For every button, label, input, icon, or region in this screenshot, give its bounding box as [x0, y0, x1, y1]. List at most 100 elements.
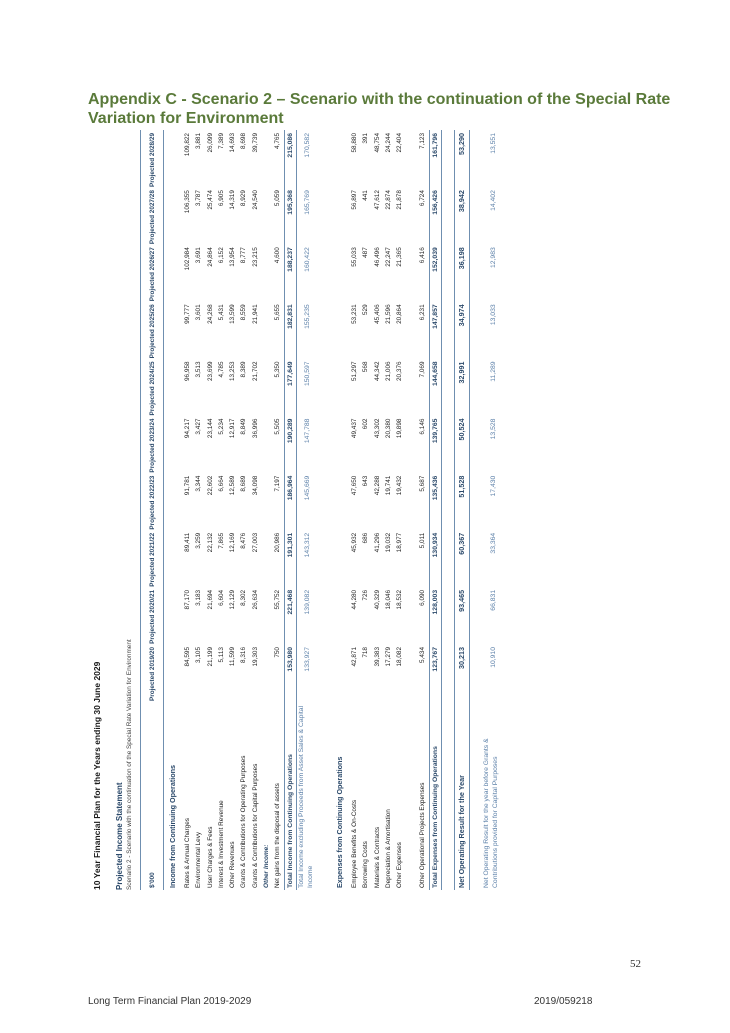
row-value: 22,874: [384, 190, 392, 210]
income-row: Grants & Contributions for Capital Purpo…: [250, 130, 261, 890]
row-value: 3,881: [195, 133, 203, 149]
row-value: 50,524: [454, 415, 470, 473]
row-value: 11,599: [229, 647, 237, 667]
row-label: Total Income excluding Proceeds from Ass…: [297, 705, 314, 888]
row-value: 188,237: [284, 244, 297, 302]
row-value: 8,698: [240, 133, 248, 149]
row-value: 3,513: [195, 361, 203, 378]
row-value: 13,954: [229, 247, 237, 267]
row-value: 20,376: [396, 361, 404, 381]
row-label: Rates & Annual Charges: [184, 818, 191, 888]
row-value: 27,003: [251, 532, 259, 553]
row-label: Borrowing Costs: [362, 841, 370, 888]
row-value: 21,365: [396, 247, 404, 267]
row-value: 8,689: [240, 475, 248, 492]
row-value: 5,505: [274, 418, 282, 435]
statement-table: $'000 Projected 2019/20 Projected 2020/21 P…: [140, 130, 504, 890]
row-value: 602: [362, 418, 370, 430]
row-label: Net Operating Result for the year before…: [483, 738, 500, 888]
row-value: 21,694: [206, 589, 214, 610]
row-value: 8,316: [240, 647, 248, 663]
row-value: 24,268: [206, 304, 214, 324]
spacer-row: [470, 130, 483, 890]
other-income-label: Other Income:: [263, 844, 271, 888]
row-value: 46,496: [373, 247, 381, 267]
row-value: 6,905: [217, 190, 225, 207]
row-value: 33,364: [489, 532, 497, 554]
column-header: Projected 2023/24: [140, 415, 164, 473]
row-value: 14,402: [489, 190, 497, 211]
column-header: Projected 2028/29: [140, 130, 164, 188]
row-value: 13,253: [229, 361, 237, 381]
row-value: 152,039: [429, 244, 442, 302]
row-value: 96,958: [184, 361, 191, 381]
row-value: 55,033: [350, 247, 358, 267]
row-value: 12,917: [229, 418, 237, 439]
row-label: Grants & Contributions for Operating Pur…: [240, 755, 248, 889]
row-value: 6,664: [217, 475, 225, 492]
row-value: 19,032: [384, 532, 392, 553]
row-value: 23,699: [206, 361, 214, 381]
row-value: 19,898: [396, 418, 404, 439]
row-value: 93,465: [454, 586, 470, 644]
row-value: 123,767: [429, 644, 442, 702]
other-income-row: Other Income:: [261, 130, 272, 890]
row-value: 18,082: [396, 647, 404, 667]
total-expenses-row: Total Expenses from Continuing Operation…: [429, 130, 442, 890]
column-header: Projected 2024/25: [140, 358, 164, 416]
row-value: 139,765: [429, 415, 442, 473]
row-value: 11,289: [489, 361, 497, 382]
row-value: 3,601: [195, 304, 203, 321]
row-value: 3,691: [195, 247, 203, 264]
net-result-before-grants-row: Net Operating Result for the year before…: [482, 130, 504, 890]
row-value: 12,129: [229, 589, 237, 610]
row-value: 3,105: [195, 647, 203, 663]
column-header: Projected 2019/20: [140, 644, 164, 702]
row-value: 144,658: [429, 358, 442, 416]
net-operating-result-row: Net Operating Result for the Year 30,213 9…: [454, 130, 470, 890]
row-value: 55,752: [274, 589, 282, 610]
row-value: 147,788: [304, 418, 312, 444]
row-value: 8,476: [240, 532, 248, 549]
other-operational-row: Other Operational Projects Expenses 5,434…: [417, 130, 429, 890]
section-heading: Expenses from Continuing Operations: [334, 756, 344, 888]
row-value: 19,741: [384, 475, 392, 496]
row-value: 47,650: [350, 475, 358, 496]
row-value: 66,831: [489, 589, 497, 611]
row-value: 21,702: [251, 361, 259, 381]
row-value: 7,069: [419, 361, 427, 378]
row-value: 94,217: [184, 418, 191, 439]
row-value: 5,011: [419, 532, 427, 549]
row-value: 215,086: [284, 130, 297, 188]
row-value: 51,297: [350, 361, 358, 381]
row-value: 8,302: [240, 589, 248, 606]
row-value: 41,296: [373, 532, 381, 553]
row-value: 91,781: [184, 475, 191, 496]
spacer-row: [319, 130, 331, 890]
row-value: 42,288: [373, 475, 381, 496]
row-value: 48,754: [373, 133, 381, 153]
row-value: 4,785: [217, 361, 225, 378]
row-value: 190,289: [284, 415, 297, 473]
row-value: 22,602: [206, 475, 214, 496]
column-header-row: $'000 Projected 2019/20 Projected 2020/21 P…: [140, 130, 164, 890]
row-value: 24,540: [251, 190, 259, 210]
row-value: 51,528: [454, 472, 470, 530]
row-value: 686: [362, 532, 370, 544]
row-value: 8,849: [240, 418, 248, 435]
row-value: 109,822: [184, 133, 191, 157]
row-value: 147,857: [429, 301, 442, 359]
row-value: 6,416: [419, 247, 427, 264]
row-value: 10,910: [489, 647, 497, 668]
row-value: 170,582: [304, 133, 312, 158]
section-heading: Income from Continuing Operations: [168, 765, 177, 888]
row-value: 6,090: [419, 589, 427, 606]
row-value: 160,422: [304, 247, 312, 272]
row-value: 5,687: [419, 475, 427, 492]
row-value: 56,897: [350, 190, 358, 210]
row-value: 84,595: [184, 647, 191, 667]
total-income-row: Total Income from Continuing Operations 1…: [284, 130, 297, 890]
row-value: 135,436: [429, 472, 442, 530]
row-value: 21,199: [206, 647, 214, 667]
row-label: Other Expenses: [396, 842, 404, 888]
